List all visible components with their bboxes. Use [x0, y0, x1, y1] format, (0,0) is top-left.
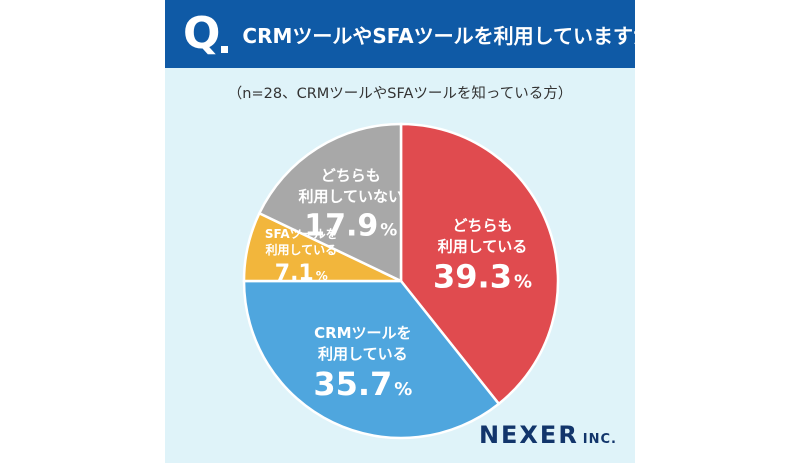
- q-badge: Q: [183, 12, 229, 56]
- slice-label: SFAツールを: [265, 227, 338, 241]
- brand-suffix: INC.: [582, 432, 617, 447]
- slice-value: 17.9%: [304, 208, 397, 243]
- pie-slices: [242, 122, 560, 440]
- brand-logo: NEXER INC.: [479, 421, 617, 449]
- slice-label: 利用していない: [298, 187, 403, 205]
- sample-note: （n=28、CRMツールやSFAツールを知っている方）: [227, 86, 573, 102]
- slice-label: どちらも: [321, 166, 381, 184]
- pie-slice: [399, 122, 560, 406]
- question-title: CRMツールやSFAツールを利用していますか？: [242, 23, 635, 48]
- pie-slice: [257, 122, 403, 283]
- slice-label: CRMツールを: [314, 324, 412, 342]
- q-dot: [221, 46, 229, 53]
- slice-value: 39.3%: [433, 258, 532, 296]
- brand-name: NEXER: [478, 421, 579, 449]
- q-label: Q: [183, 8, 221, 59]
- slice-label: 利用している: [265, 242, 337, 257]
- pie-slice: [242, 279, 501, 440]
- question-header: Q CRMツールやSFAツールを利用していますか？: [165, 0, 635, 68]
- slice-value: 35.7%: [313, 365, 412, 403]
- infographic-card: Q CRMツールやSFAツールを利用していますか？ （n=28、CRMツールやS…: [165, 0, 635, 463]
- slice-label: 利用している: [318, 345, 408, 363]
- slice-value: 7.1%: [275, 261, 328, 286]
- slice-label: 利用している: [438, 238, 528, 256]
- slice-label: どちらも: [453, 217, 513, 235]
